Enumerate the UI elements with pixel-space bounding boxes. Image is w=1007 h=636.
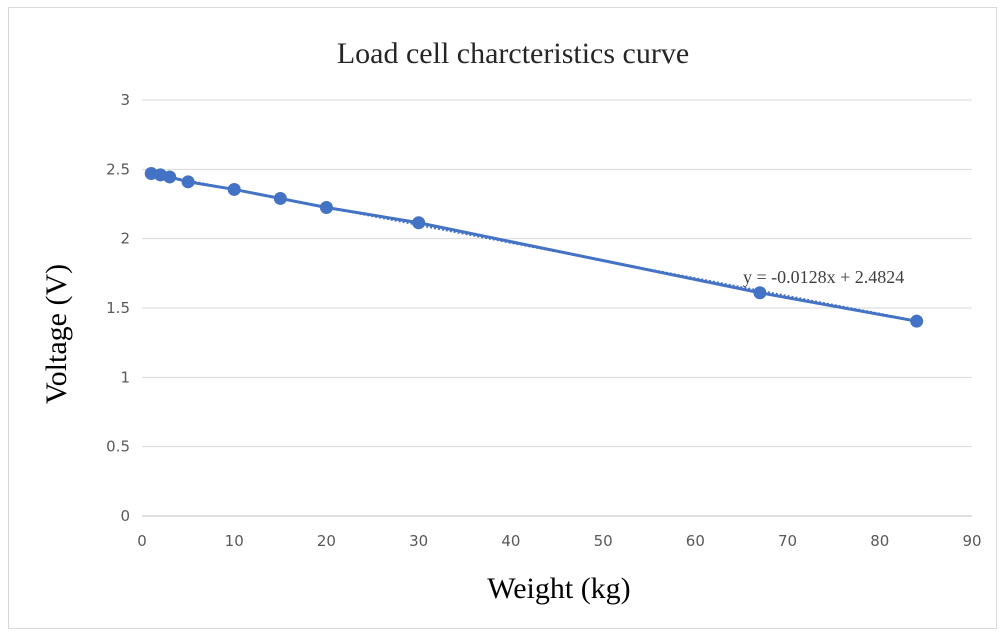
- data-point: [753, 286, 767, 300]
- chart-svg: Load cell charcteristics curve 0 0.5 1 1.5 2…: [40, 37, 982, 605]
- y-tick-labels: 0 0.5 1 1.5 2 2.5 3: [106, 91, 130, 525]
- gridlines: [142, 99, 972, 448]
- x-tick-label: 90: [962, 532, 981, 550]
- x-tick-label: 0: [137, 532, 147, 550]
- y-tick-label: 1.5: [106, 299, 130, 317]
- data-point: [319, 200, 333, 214]
- x-tick-label: 70: [778, 532, 797, 550]
- data-point: [227, 182, 241, 196]
- series-group: [144, 166, 924, 328]
- y-axis-title: Voltage (V): [40, 264, 73, 404]
- x-axis-title: Weight (kg): [487, 572, 630, 605]
- x-tick-labels: 0 10 20 30 40 50 60 70 80 90: [137, 532, 981, 550]
- x-tick-label: 60: [686, 532, 705, 550]
- data-point: [910, 314, 924, 328]
- chart-frame: Load cell charcteristics curve 0 0.5 1 1.5 2…: [8, 7, 997, 629]
- x-tick-label: 20: [317, 532, 336, 550]
- data-point: [163, 170, 177, 184]
- y-tick-label: 3: [120, 91, 130, 109]
- y-tick-label: 1: [120, 368, 130, 386]
- x-tick-label: 30: [409, 532, 428, 550]
- data-point: [273, 191, 287, 205]
- y-tick-label: 0: [120, 507, 130, 525]
- x-tick-label: 80: [870, 532, 889, 550]
- data-point: [412, 216, 426, 230]
- x-tick-label: 40: [501, 532, 520, 550]
- y-tick-label: 2: [120, 230, 130, 248]
- y-tick-label: 0.5: [106, 438, 130, 456]
- trendline-equation: y = -0.0128x + 2.4824: [743, 267, 904, 287]
- data-point: [181, 175, 195, 189]
- series-line: [150, 172, 917, 323]
- chart-title: Load cell charcteristics curve: [337, 37, 689, 70]
- x-tick-label: 50: [594, 532, 613, 550]
- y-tick-label: 2.5: [106, 160, 130, 178]
- x-tick-label: 10: [225, 532, 244, 550]
